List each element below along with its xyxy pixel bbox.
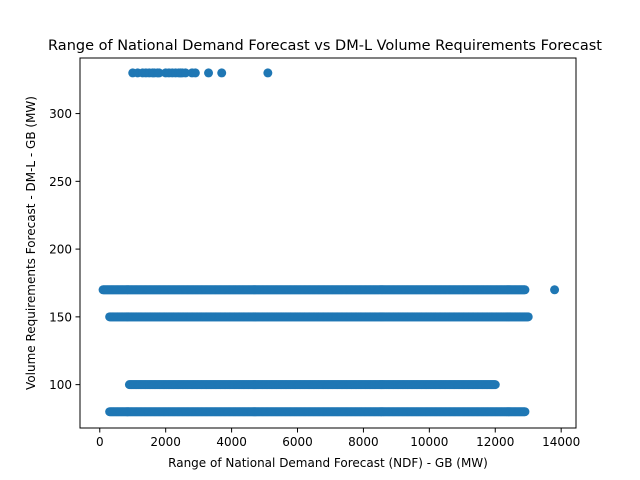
- x-axis-ticks: 0 2000 4000 6000 8000 10000 12000 14000: [96, 428, 580, 449]
- data-point-y330: [263, 68, 273, 78]
- axes-frame: [79, 57, 577, 429]
- data-point-y100: [490, 380, 500, 390]
- data-point-y330: [190, 68, 200, 78]
- x-tick-label: 14000: [542, 435, 580, 449]
- chart-title: Range of National Demand Forecast vs DM-…: [48, 38, 602, 54]
- y-tick-label: 150: [49, 310, 72, 324]
- data-point-y330: [204, 68, 214, 78]
- x-tick-label: 0: [96, 435, 104, 449]
- points-layer: [98, 68, 560, 417]
- data-point-y330: [180, 68, 190, 78]
- x-tick-label: 2000: [150, 435, 181, 449]
- x-tick-label: 8000: [348, 435, 379, 449]
- x-axis-label: Range of National Demand Forecast (NDF) …: [168, 456, 488, 470]
- data-point-y170: [550, 285, 560, 295]
- data-point-y170: [520, 285, 530, 295]
- y-tick-label: 300: [49, 107, 72, 121]
- x-tick-label: 10000: [410, 435, 448, 449]
- data-point-y80: [520, 407, 530, 417]
- data-point-y330: [154, 68, 164, 78]
- data-point-y150: [523, 312, 533, 322]
- x-tick-label: 12000: [476, 435, 514, 449]
- y-axis-ticks: 100 150 200 250 300: [49, 107, 80, 392]
- x-tick-label: 6000: [282, 435, 313, 449]
- y-tick-label: 100: [49, 378, 72, 392]
- y-tick-label: 200: [49, 243, 72, 257]
- y-axis-label: Volume Requirements Forecast - DM-L - GB…: [24, 96, 38, 390]
- y-tick-label: 250: [49, 175, 72, 189]
- x-tick-label: 4000: [216, 435, 247, 449]
- data-point-y330: [217, 68, 227, 78]
